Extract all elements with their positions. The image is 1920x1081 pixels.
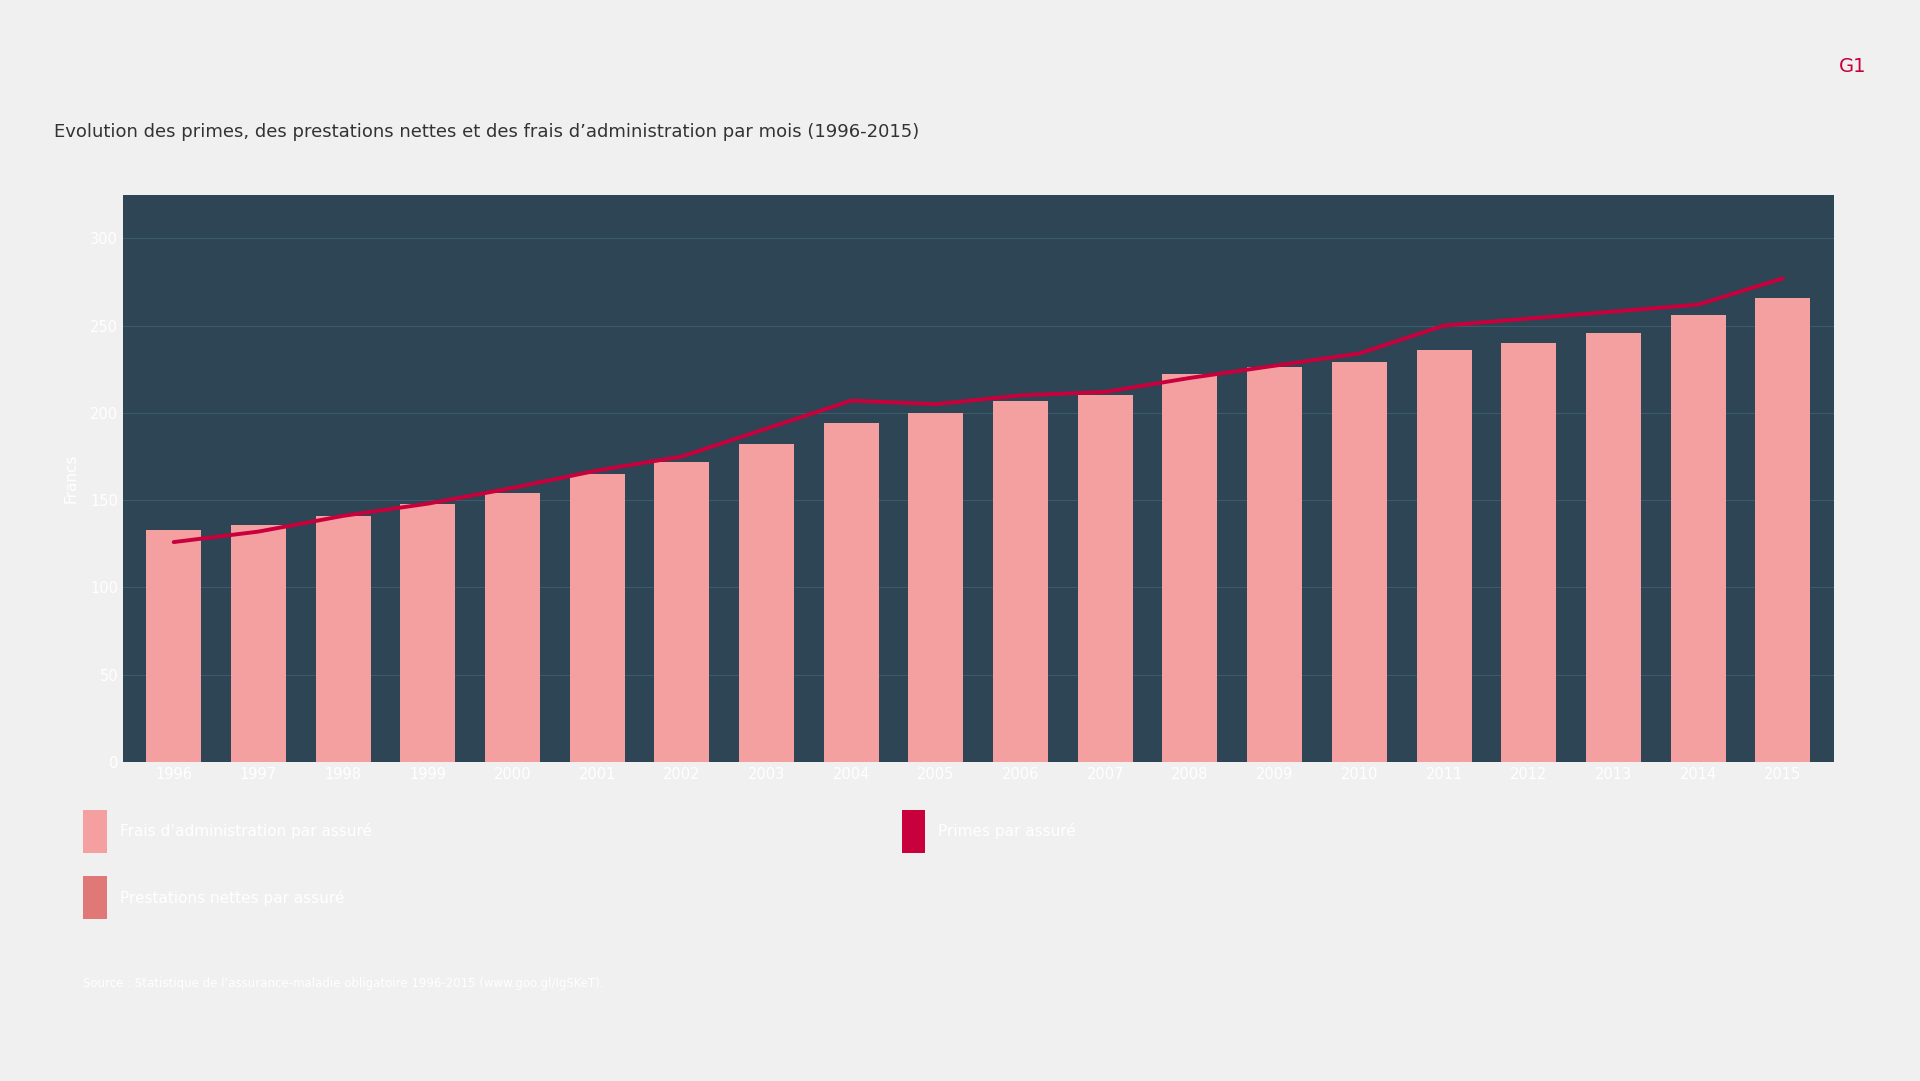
Text: Prestations nettes par assuré: Prestations nettes par assuré [119, 890, 344, 906]
Bar [146, 530, 202, 762]
Bar [570, 473, 624, 762]
Bar [1077, 396, 1133, 762]
Bar [655, 462, 708, 762]
Bar [1670, 315, 1726, 762]
Bar [739, 444, 795, 762]
Bar [83, 877, 108, 919]
Bar [486, 493, 540, 762]
Bar [824, 424, 879, 762]
Text: G1: G1 [1839, 56, 1866, 76]
Bar [993, 401, 1048, 762]
Bar [315, 516, 371, 762]
Text: Frais d’administration par assuré: Frais d’administration par assuré [119, 824, 372, 839]
Y-axis label: Francs: Francs [63, 454, 79, 503]
Bar [1755, 297, 1811, 762]
Text: Evolution des primes, des prestations nettes et des frais d’administration par m: Evolution des primes, des prestations ne… [54, 122, 920, 141]
Bar [1417, 350, 1471, 762]
Bar [1501, 343, 1557, 762]
Text: Source : Statistique de l’assurance-maladie obligatoire 1996-2015 (www.goo.gl/Ig: Source : Statistique de l’assurance-mala… [83, 977, 605, 990]
Bar [902, 810, 925, 853]
Bar [1248, 368, 1302, 762]
Bar [1332, 362, 1386, 762]
Bar [1162, 374, 1217, 762]
Bar [83, 810, 108, 853]
Bar [399, 504, 455, 762]
Bar [230, 524, 286, 762]
Bar [908, 413, 964, 762]
Bar [1586, 333, 1642, 762]
Text: Primes par assuré: Primes par assuré [937, 824, 1075, 839]
